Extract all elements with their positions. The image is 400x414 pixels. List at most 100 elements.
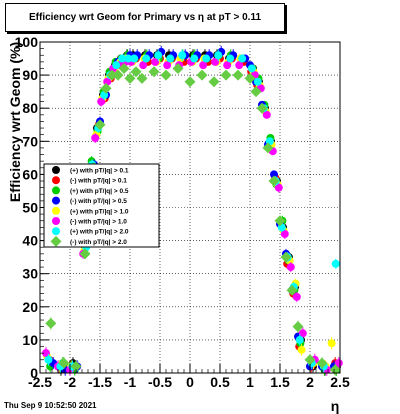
legend-marker	[52, 227, 60, 236]
data-point	[130, 54, 139, 63]
data-point	[268, 175, 280, 187]
x-axis-label: η	[331, 398, 340, 414]
data-point	[199, 61, 208, 70]
data-point	[94, 119, 106, 131]
y-tick-label: 20	[22, 299, 38, 315]
data-point	[329, 364, 341, 376]
legend-label: (+) with pT/|q| > 0.5	[70, 188, 129, 195]
data-point	[223, 61, 232, 70]
y-tick-label: 70	[22, 133, 38, 149]
data-point	[166, 54, 175, 63]
data-point	[190, 54, 199, 63]
data-point	[334, 359, 343, 368]
y-tick-label: 40	[22, 233, 38, 249]
data-point	[297, 345, 306, 354]
data-point	[262, 110, 271, 119]
data-point	[286, 284, 298, 296]
x-tick-label: -1	[124, 374, 137, 390]
legend-label: (-) with pT/|q| > 2.0	[70, 239, 127, 246]
data-point	[136, 72, 148, 84]
x-tick-label: 0.5	[210, 374, 230, 390]
data-point	[124, 72, 136, 84]
x-tick-label: 2	[306, 374, 314, 390]
data-point	[130, 66, 142, 78]
y-tick-label: 30	[22, 266, 38, 282]
x-tick-label: 1	[246, 374, 254, 390]
data-point	[148, 66, 160, 78]
data-point	[154, 51, 163, 60]
x-tick-label: -0.5	[148, 374, 172, 390]
legend-marker	[52, 206, 60, 215]
data-point	[253, 77, 262, 86]
data-point	[262, 142, 274, 154]
data-point	[274, 183, 283, 192]
data-point	[79, 248, 91, 260]
data-point	[97, 97, 106, 106]
legend-label: (+) with pT/|q| > 2.0	[70, 229, 129, 236]
data-point	[244, 72, 256, 84]
data-point	[160, 69, 172, 81]
chart-title: Efficiency wrt Geom for Primary vs η at …	[5, 3, 285, 32]
legend-marker	[52, 166, 60, 174]
data-point	[274, 215, 286, 227]
data-point	[58, 357, 70, 369]
legend-label: (-) with pT/|q| > 0.5	[70, 198, 127, 205]
data-point	[327, 339, 336, 348]
data-point	[124, 54, 133, 63]
data-point	[292, 292, 301, 301]
data-point	[304, 354, 316, 366]
data-point	[196, 69, 208, 81]
y-tick-label: 90	[22, 67, 38, 83]
x-tick-label: -1.5	[88, 374, 112, 390]
data-point	[232, 69, 244, 81]
data-points	[42, 45, 343, 376]
legend-marker	[52, 176, 60, 185]
legend: (+) with pT/|q| > 0.1 (-) with pT/|q| > 0…	[43, 163, 160, 248]
axis-ticks: -2.5 -2 -1.5 -1 -0.5 0 0.5 1 1.5 2 2.5 0 10 20 30 40 50 6…	[15, 34, 350, 390]
data-point	[331, 259, 340, 268]
legend-label: (-) with pT/|q| > 0.1	[70, 178, 127, 185]
data-point	[220, 69, 232, 81]
data-point	[184, 76, 196, 88]
legend-box	[43, 163, 160, 248]
data-point	[142, 54, 151, 63]
legend-label: (-) with pT/|q| > 1.0	[70, 219, 127, 226]
data-point	[247, 64, 256, 73]
legend-marker	[50, 235, 62, 247]
data-point	[298, 329, 307, 338]
data-point	[211, 57, 220, 66]
data-point	[280, 229, 289, 238]
data-point	[45, 317, 57, 329]
data-point	[151, 57, 160, 66]
data-point	[44, 355, 53, 364]
legend-marker	[52, 196, 60, 205]
data-point	[118, 54, 127, 63]
data-point	[214, 51, 223, 60]
y-tick-label: 0	[30, 365, 38, 381]
data-point	[106, 69, 118, 81]
timestamp: Thu Sep 9 10:52:50 2021	[4, 401, 97, 410]
data-point	[256, 102, 268, 114]
x-tick-label: 2.5	[330, 374, 350, 390]
y-axis-label: Efficiency wrt Geom (%)	[7, 42, 23, 202]
data-point	[91, 133, 100, 142]
x-tick-label: -2	[64, 374, 77, 390]
y-tick-label: 10	[22, 332, 38, 348]
x-tick-label: 0	[186, 374, 194, 390]
data-point	[70, 360, 82, 372]
data-point	[250, 86, 262, 98]
data-point	[100, 82, 112, 94]
data-point	[286, 263, 295, 272]
data-point	[295, 335, 304, 344]
data-point	[172, 62, 184, 74]
data-point	[292, 321, 304, 333]
data-point	[316, 357, 328, 369]
x-tick-label: 1.5	[270, 374, 290, 390]
legend-marker	[52, 217, 60, 225]
data-point	[139, 61, 148, 70]
legend-label: (+) with pT/|q| > 1.0	[70, 208, 129, 215]
series-8	[45, 62, 341, 376]
y-tick-label: 60	[22, 166, 38, 182]
y-tick-label: 100	[15, 34, 39, 50]
